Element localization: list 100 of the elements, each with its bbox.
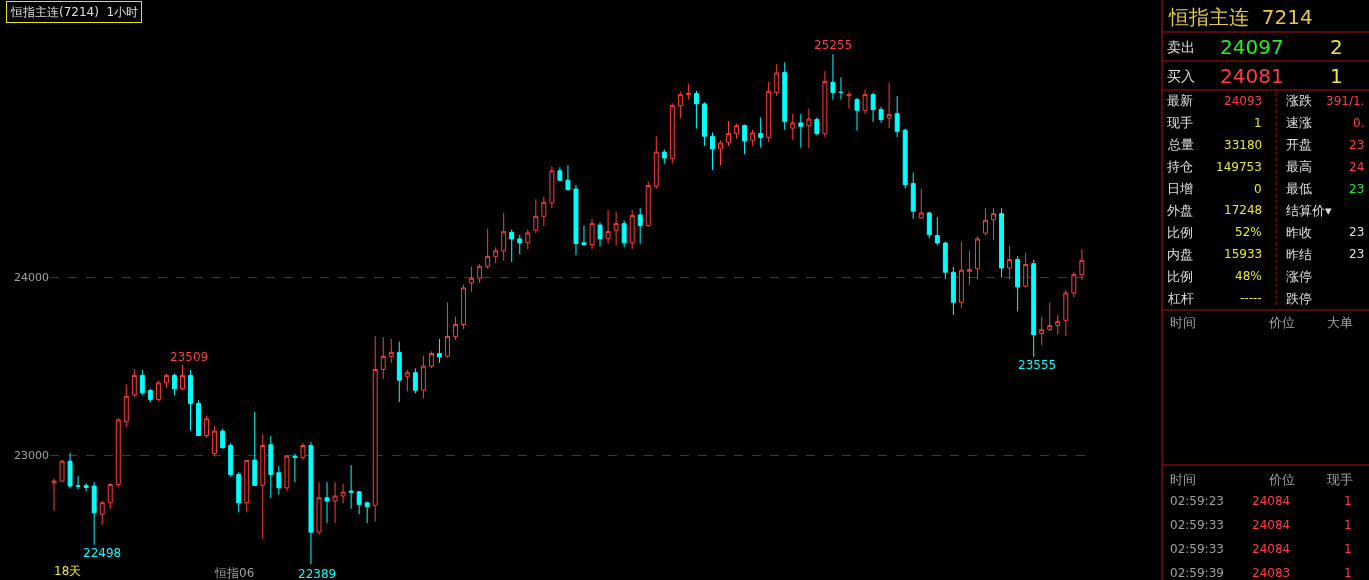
candlestick	[629, 209, 635, 250]
candlestick	[862, 89, 868, 115]
text: 0.	[1353, 116, 1365, 130]
candlestick	[782, 61, 788, 131]
text: 24081	[1220, 64, 1284, 88]
candlestick	[637, 207, 643, 245]
candlestick	[533, 198, 539, 234]
text: 日增	[1167, 181, 1193, 196]
candlestick	[91, 481, 97, 546]
text: 涨跌	[1286, 93, 1312, 108]
y-tick-label: 23000	[14, 449, 49, 463]
text: 价位	[1268, 315, 1295, 330]
candlestick	[854, 97, 860, 132]
text: 02:59:39	[1170, 566, 1224, 580]
annotation: 22389	[298, 567, 337, 580]
text: 24	[1349, 160, 1365, 174]
candlestick	[870, 92, 876, 123]
candlestick	[1015, 255, 1021, 312]
candlestick	[621, 220, 627, 248]
text: 23	[1349, 247, 1365, 261]
candlestick	[396, 341, 402, 403]
text: 时间	[1170, 472, 1196, 487]
annotation: 18天	[54, 564, 82, 578]
candlestick	[693, 90, 699, 130]
candlestick	[99, 500, 105, 526]
candlestick	[284, 454, 290, 492]
candlestick	[204, 414, 210, 439]
candlestick	[292, 453, 298, 483]
text: 23	[1349, 225, 1365, 239]
text: 1	[1344, 542, 1352, 556]
text: 1	[1344, 518, 1352, 532]
text: 2	[1330, 35, 1343, 59]
text: 02:59:23	[1170, 494, 1224, 508]
candlestick	[260, 433, 266, 540]
candlestick	[300, 442, 306, 461]
candlestick	[918, 188, 924, 220]
text: 速涨	[1286, 115, 1312, 130]
text: 昨结	[1286, 247, 1312, 262]
text: -----	[1240, 291, 1262, 305]
text: 开盘	[1286, 137, 1312, 152]
text: 24084	[1252, 494, 1291, 508]
y-tick-label: 24000	[14, 271, 49, 285]
text: 24097	[1220, 35, 1284, 59]
text: 1	[1330, 64, 1343, 88]
candlestick	[220, 428, 226, 449]
candlestick	[51, 478, 57, 512]
chart-title: 恒指主连(7214) 1小时	[10, 5, 139, 19]
candlestick	[758, 116, 764, 149]
candlestick	[67, 452, 73, 489]
candlestick	[975, 236, 980, 280]
text: 外盘	[1167, 203, 1193, 218]
candlestick	[228, 442, 234, 478]
candlestick	[380, 336, 386, 380]
text: 02:59:33	[1170, 542, 1224, 556]
candlestick	[1063, 289, 1069, 337]
annotation: 恒指06	[214, 566, 255, 580]
annotation: 23555	[1018, 358, 1057, 372]
candlestick	[477, 263, 483, 284]
candlestick	[1079, 248, 1085, 281]
annotation: 23509	[170, 350, 209, 364]
annotation: 22498	[83, 546, 122, 560]
candlestick	[605, 209, 611, 245]
candlestick	[597, 221, 603, 247]
candlestick	[428, 350, 434, 369]
candlestick	[276, 465, 282, 496]
candlestick	[388, 338, 394, 364]
annotation: 25255	[814, 38, 853, 52]
text: 最低	[1286, 181, 1312, 196]
candlestick	[268, 435, 274, 499]
text: 结算价▾	[1286, 203, 1332, 218]
candlestick	[950, 266, 956, 316]
text: 48%	[1235, 269, 1262, 283]
candlestick	[509, 229, 515, 263]
candlestick	[549, 165, 555, 209]
text: 跌停	[1286, 291, 1312, 306]
text: 149753	[1216, 160, 1262, 174]
candlestick	[991, 207, 996, 241]
candlestick	[147, 388, 153, 403]
text: 24084	[1252, 542, 1291, 556]
candlestick	[453, 316, 458, 341]
text: 1	[1254, 116, 1262, 130]
candlestick	[934, 216, 940, 247]
candlestick	[726, 120, 731, 147]
text: 23	[1349, 182, 1365, 196]
candlestick	[372, 335, 378, 522]
candlestick	[324, 481, 330, 524]
candlestick	[412, 367, 418, 394]
candlestick	[685, 83, 691, 101]
candlestick	[669, 102, 675, 165]
candlestick	[236, 471, 242, 513]
candlestick	[196, 399, 202, 437]
candlestick	[404, 369, 410, 392]
candlestick	[83, 482, 89, 492]
candlestick	[123, 383, 129, 428]
candlestick	[774, 63, 780, 97]
candlestick	[894, 95, 900, 138]
text: 02:59:33	[1170, 518, 1224, 532]
text: 内盘	[1167, 247, 1193, 262]
candlestick	[750, 129, 756, 147]
text: 持仓	[1167, 159, 1193, 174]
